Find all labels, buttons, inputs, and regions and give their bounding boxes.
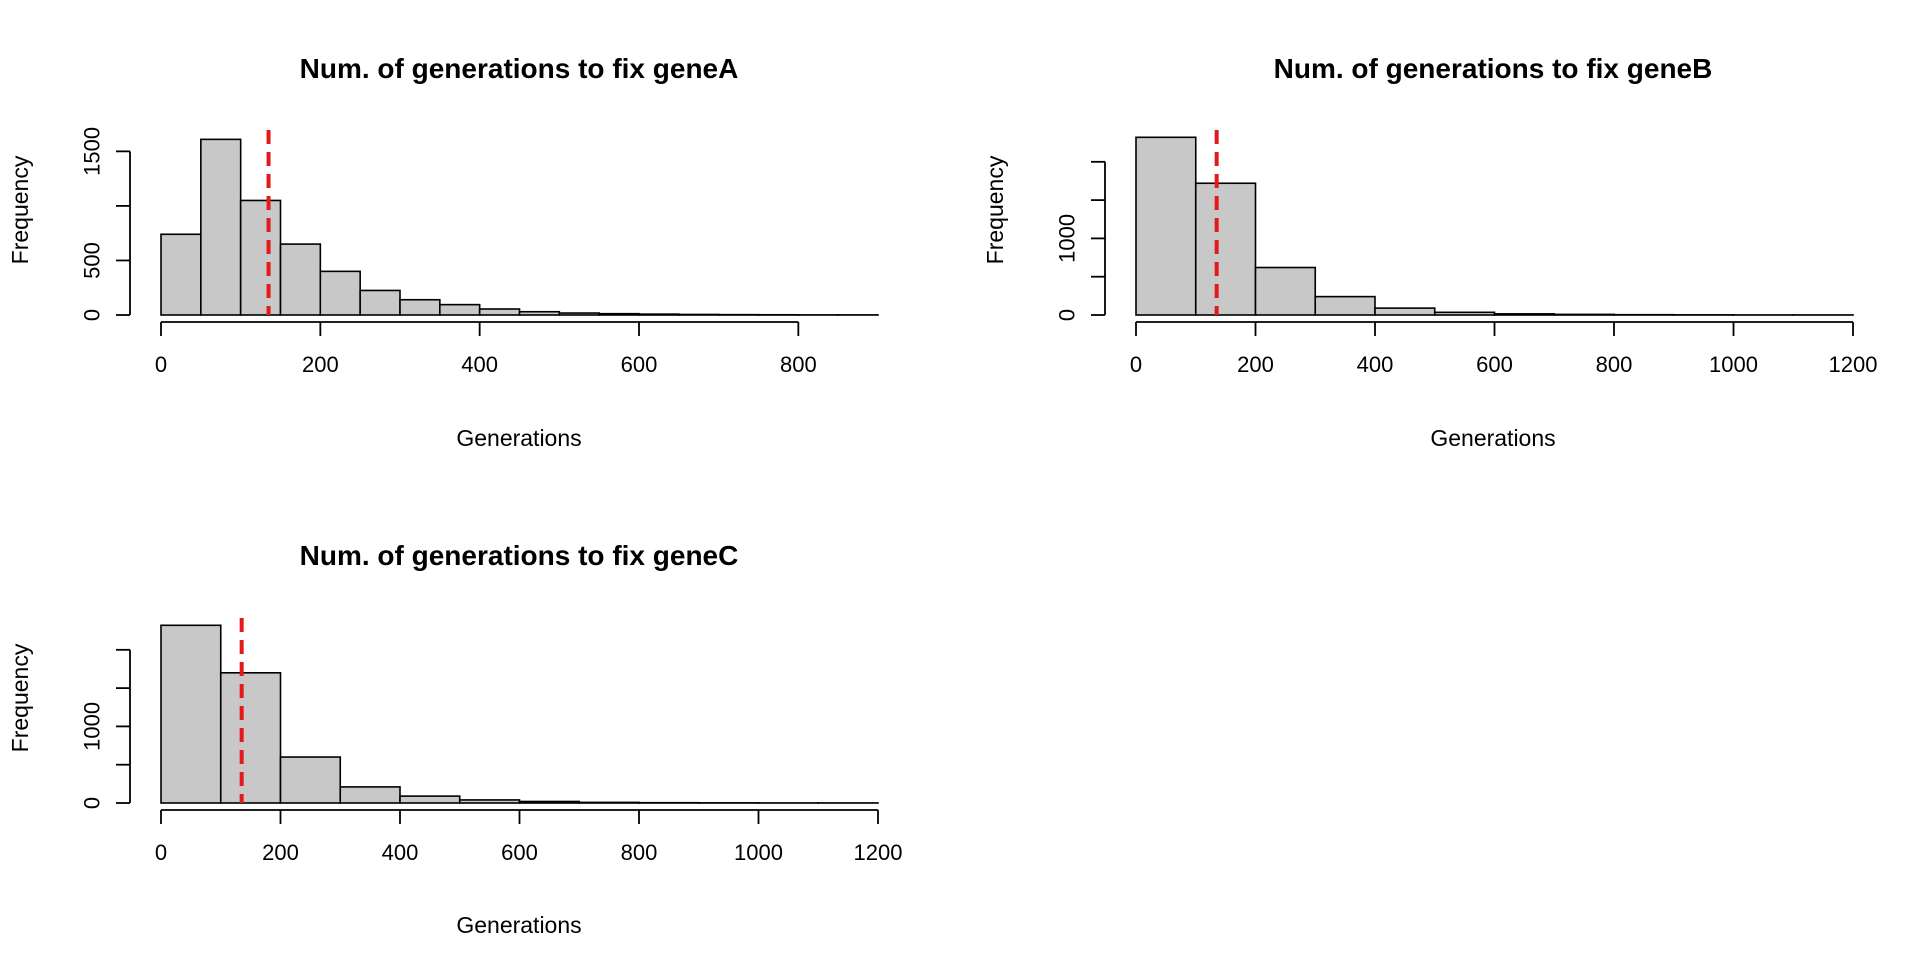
histogram-bar (598, 312, 640, 316)
x-axis-label-geneA: Generations (456, 425, 581, 451)
chart-title-geneA: Num. of generations to fix geneA (300, 53, 739, 84)
histogram-bar (578, 801, 640, 804)
x-axis-label-geneC: Generations (456, 912, 581, 938)
histogram-bar (359, 289, 401, 316)
histogram-bar (200, 138, 242, 316)
histogram-bar (1553, 313, 1615, 316)
x-tick-label: 1000 (1709, 352, 1758, 377)
y-tick-label: 500 (80, 242, 105, 279)
histogram-bar (1374, 307, 1436, 316)
histogram-bar (1194, 182, 1257, 316)
histogram-bars-geneB (1135, 136, 1854, 316)
x-tick-label: 1200 (854, 840, 903, 865)
histogram-bar (399, 795, 461, 804)
histogram-bar (1314, 295, 1376, 316)
x-tick-label: 0 (155, 352, 167, 377)
histogram-bar (1254, 266, 1317, 316)
histogram-bar (458, 799, 521, 804)
y-axis-label-geneB: Frequency (982, 155, 1008, 264)
histogram-bar (339, 786, 401, 804)
x-tick-label: 600 (501, 840, 538, 865)
histogram-bar (478, 308, 521, 316)
y-tick-label: 1000 (1055, 214, 1080, 263)
x-axis-geneA: 0 200 400 600 800 (155, 321, 817, 377)
chart-title-geneC: Num. of generations to fix geneC (300, 540, 739, 571)
x-axis-label-geneB: Generations (1430, 425, 1555, 451)
y-tick-label: 0 (1055, 309, 1080, 321)
histogram-bar (160, 233, 202, 316)
x-tick-label: 800 (780, 352, 817, 377)
y-axis-label-geneC: Frequency (7, 643, 33, 752)
histogram-bar (399, 298, 441, 316)
y-tick-label: 1500 (80, 127, 105, 176)
histogram-bar (279, 756, 342, 804)
x-tick-label: 800 (1596, 352, 1633, 377)
x-tick-label: 400 (461, 352, 498, 377)
y-tick-label: 0 (80, 309, 105, 321)
x-tick-label: 400 (1357, 352, 1394, 377)
x-tick-label: 1200 (1829, 352, 1878, 377)
y-tick-label: 0 (80, 797, 105, 809)
histogram-bars-geneC (160, 624, 879, 804)
x-tick-label: 200 (1237, 352, 1274, 377)
histogram-bar (160, 624, 222, 804)
histogram-bar (558, 312, 600, 316)
panel-geneA: Num. of generations to fix geneA Frequen… (7, 53, 879, 451)
x-tick-label: 800 (621, 840, 658, 865)
histogram-bar (1433, 311, 1496, 316)
x-tick-label: 400 (382, 840, 419, 865)
y-axis-label-geneA: Frequency (7, 155, 33, 264)
histogram-bar (319, 270, 361, 316)
x-tick-label: 600 (1476, 352, 1513, 377)
histogram-bar (518, 310, 561, 316)
histogram-bar (219, 671, 282, 804)
x-axis-geneB: 0 200 400 600 800 1000 1200 (1130, 321, 1878, 377)
x-axis-geneC: 0 200 400 600 800 1000 1200 (155, 809, 903, 865)
x-tick-label: 200 (302, 352, 339, 377)
x-tick-label: 600 (621, 352, 658, 377)
x-tick-label: 0 (1130, 352, 1142, 377)
chart-title-geneB: Num. of generations to fix geneB (1274, 53, 1713, 84)
histogram-bar (1135, 136, 1197, 316)
y-axis-geneB: 0 1000 (1055, 160, 1106, 321)
histogram-bar (239, 199, 282, 316)
histogram-bar (279, 243, 322, 316)
histogram-bar (1493, 313, 1556, 316)
histogram-bar (678, 313, 720, 316)
x-tick-label: 1000 (734, 840, 783, 865)
x-tick-label: 0 (155, 840, 167, 865)
y-axis-geneA: 0 500 1500 (80, 127, 131, 321)
panel-geneC: Num. of generations to fix geneC Frequen… (7, 540, 902, 938)
y-axis-geneC: 0 1000 (80, 648, 131, 809)
histogram-bars-geneA (160, 138, 879, 316)
histogram-bar (518, 800, 581, 804)
x-tick-label: 200 (262, 840, 299, 865)
histogram-bar (439, 303, 481, 316)
histogram-bar (638, 313, 680, 316)
panel-geneB: Num. of generations to fix geneB Frequen… (982, 53, 1877, 451)
y-tick-label: 1000 (80, 702, 105, 751)
